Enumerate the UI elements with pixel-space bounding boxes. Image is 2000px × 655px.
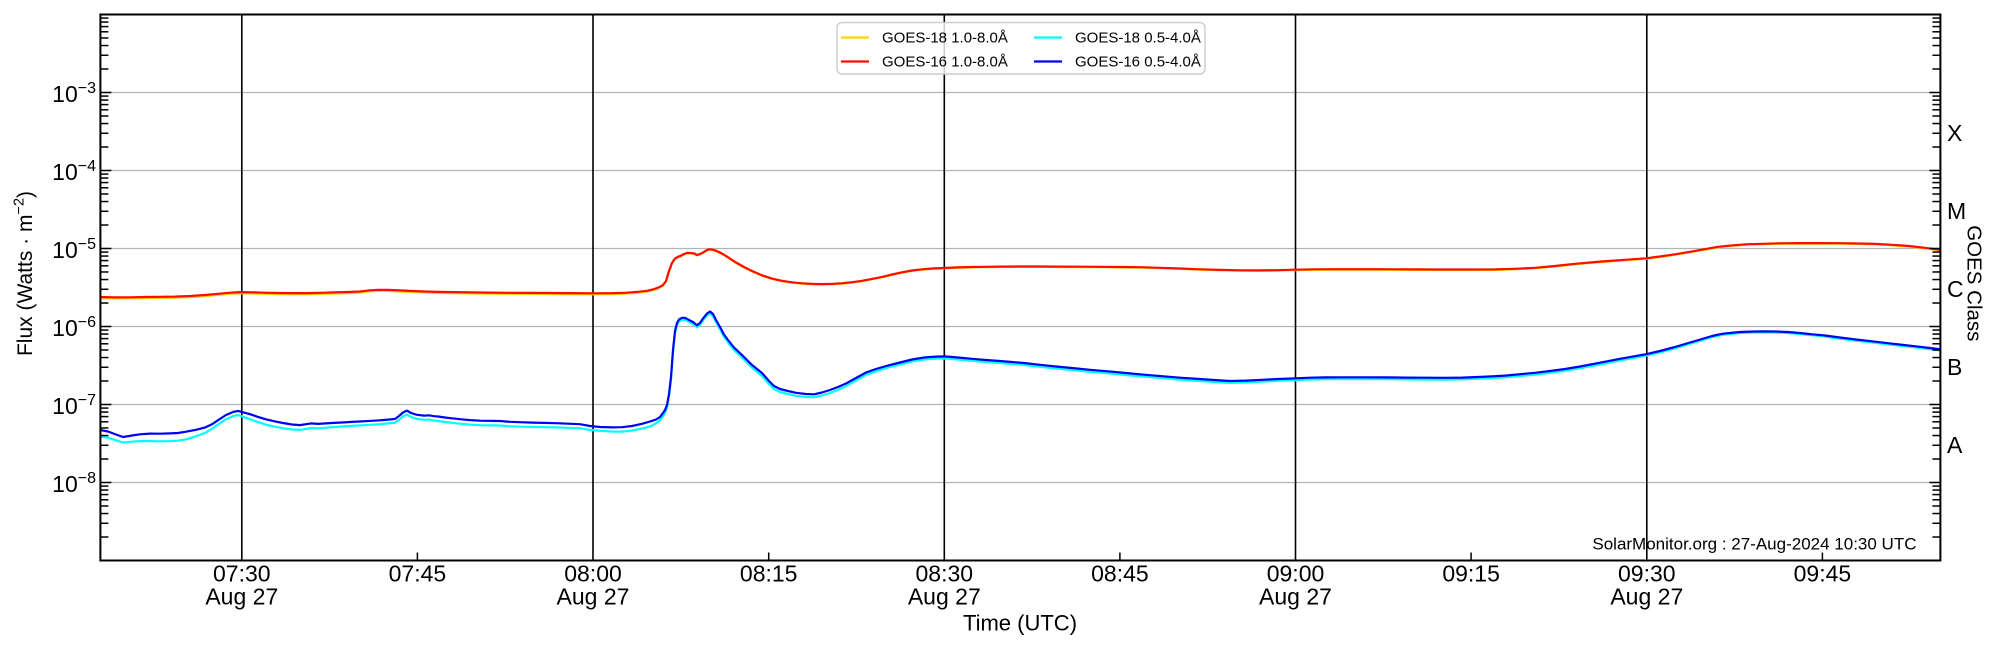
- svg-text:Flux (Watts · m−2): Flux (Watts · m−2): [12, 191, 38, 356]
- svg-text:Aug 27: Aug 27: [1610, 583, 1683, 609]
- svg-text:C: C: [1947, 276, 1964, 302]
- svg-text:Time (UTC): Time (UTC): [963, 611, 1077, 636]
- svg-text:GOES-16 0.5-4.0Å: GOES-16 0.5-4.0Å: [1075, 54, 1201, 71]
- svg-text:08:15: 08:15: [740, 561, 798, 587]
- svg-text:09:45: 09:45: [1794, 561, 1852, 587]
- svg-text:Aug 27: Aug 27: [908, 583, 981, 609]
- svg-text:09:00: 09:00: [1267, 561, 1325, 587]
- svg-text:Aug 27: Aug 27: [1259, 583, 1332, 609]
- svg-text:GOES-18 0.5-4.0Å: GOES-18 0.5-4.0Å: [1075, 30, 1201, 47]
- svg-text:GOES-18 1.0-8.0Å: GOES-18 1.0-8.0Å: [882, 30, 1008, 47]
- svg-text:GOES-16 1.0-8.0Å: GOES-16 1.0-8.0Å: [882, 54, 1008, 71]
- svg-text:GOES Class: GOES Class: [1963, 225, 1986, 341]
- svg-text:B: B: [1947, 354, 1962, 380]
- svg-text:08:30: 08:30: [916, 561, 974, 587]
- svg-text:08:00: 08:00: [564, 561, 622, 587]
- svg-text:Aug 27: Aug 27: [205, 583, 278, 609]
- svg-text:A: A: [1947, 432, 1963, 458]
- svg-text:07:30: 07:30: [213, 561, 271, 587]
- svg-text:09:30: 09:30: [1618, 561, 1676, 587]
- svg-text:SolarMonitor.org : 27-Aug-2024: SolarMonitor.org : 27-Aug-2024 10:30 UTC: [1592, 534, 1916, 553]
- svg-text:07:45: 07:45: [389, 561, 447, 587]
- svg-text:M: M: [1947, 198, 1966, 224]
- svg-text:Aug 27: Aug 27: [557, 583, 630, 609]
- svg-text:08:45: 08:45: [1091, 561, 1149, 587]
- svg-text:09:15: 09:15: [1442, 561, 1500, 587]
- svg-text:X: X: [1947, 120, 1962, 146]
